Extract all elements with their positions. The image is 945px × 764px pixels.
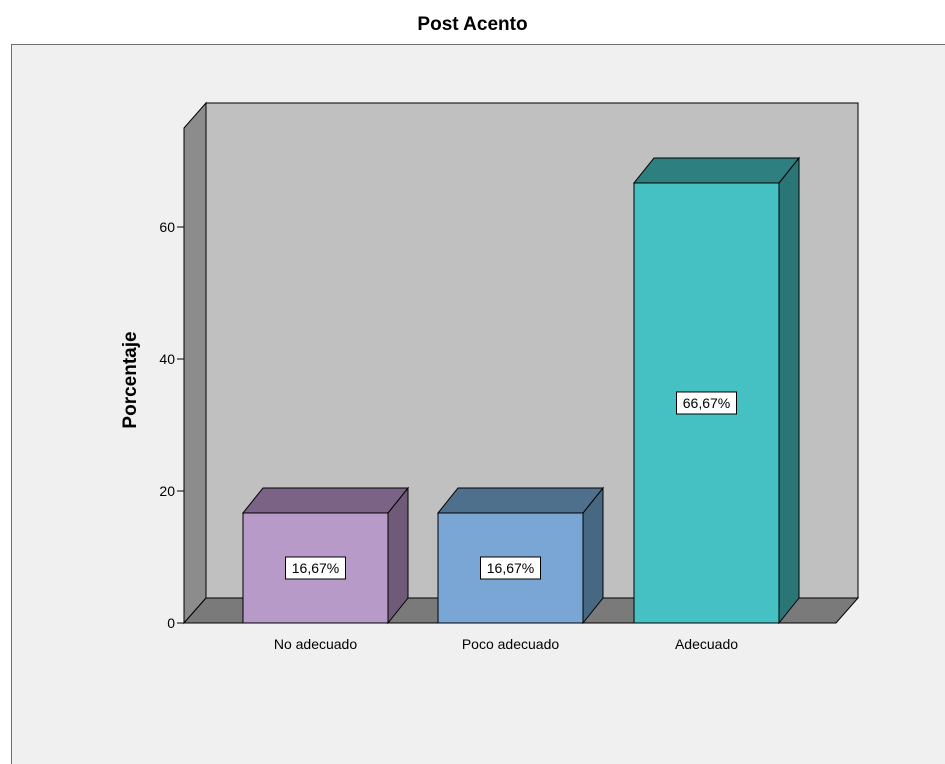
data-label-box <box>285 556 346 580</box>
bar-top-face <box>436 487 605 514</box>
left-wall <box>183 101 207 625</box>
bar-1: 16,67% <box>241 486 410 625</box>
x-tick-label: Poco adecuado <box>462 636 560 652</box>
y-tick-label: 60 <box>159 219 175 235</box>
bar-side-face <box>778 156 800 625</box>
bars: 16,67% 16,67% 66,67% <box>241 156 801 625</box>
data-label: 16,67% <box>292 560 339 576</box>
x-axis: No adecuado Poco adecuado Adecuado <box>274 636 738 652</box>
bar-top-face <box>241 487 410 514</box>
data-label-box <box>676 391 737 415</box>
y-tick-label: 20 <box>159 483 175 499</box>
y-axis-label: Porcentaje <box>120 331 141 428</box>
data-label: 66,67% <box>683 395 730 411</box>
x-tick-label: Adecuado <box>675 636 738 652</box>
bar-top-face <box>632 157 801 184</box>
y-axis: 0 20 40 60 <box>159 219 184 631</box>
y-tick-label: 0 <box>167 615 175 631</box>
y-tick-label: 40 <box>159 351 175 367</box>
bar-3: 66,67% <box>632 156 801 625</box>
data-label: 16,67% <box>487 560 534 576</box>
chart-title: Post Acento <box>417 14 528 35</box>
data-label-box <box>480 556 541 580</box>
x-tick-label: No adecuado <box>274 636 358 652</box>
bar-2: 16,67% <box>436 486 605 625</box>
